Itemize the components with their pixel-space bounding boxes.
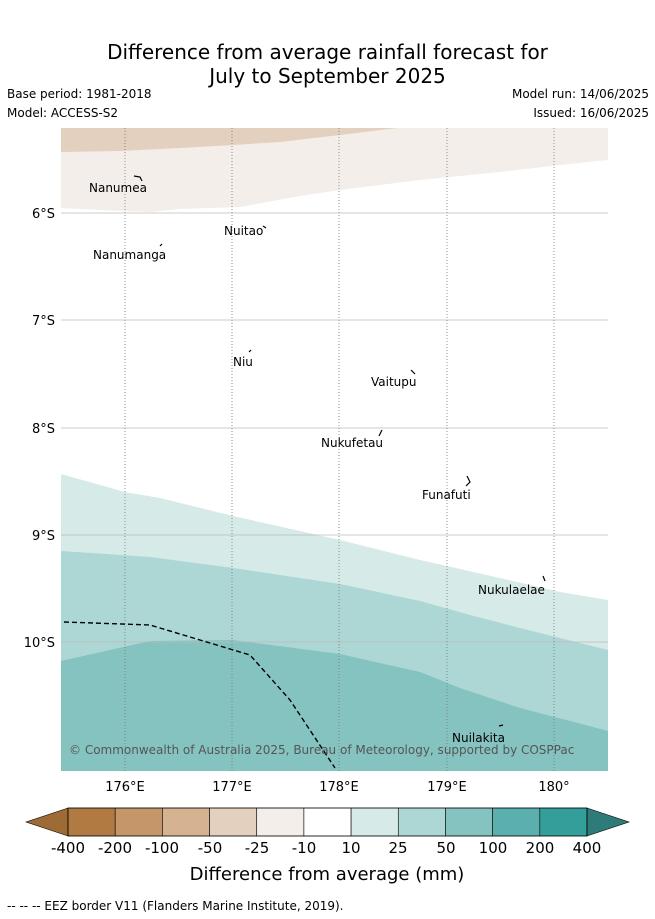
colorbar-cell <box>114 807 163 837</box>
issued-date: Issued: 16/06/2025 <box>533 106 649 120</box>
lon-label: 177°E <box>212 780 252 795</box>
eez-legend-note: -- -- -- EEZ border V11 (Flanders Marine… <box>7 899 344 913</box>
place-label-funafuti: Funafuti <box>422 488 471 502</box>
title-line-1: Difference from average rainfall forecas… <box>107 40 548 64</box>
colorbar-cells <box>67 807 588 837</box>
colorbar-tick: -10 <box>292 839 317 857</box>
colorbar-frame <box>67 807 588 837</box>
lon-label: 176°E <box>105 780 145 795</box>
colorbar-tick: 50 <box>436 839 455 857</box>
colorbar-cell <box>350 807 399 837</box>
latitude-gridlines <box>61 212 608 643</box>
colorbar <box>25 807 630 837</box>
title-line-2: July to September 2025 <box>209 64 446 88</box>
lat-label: 10°S <box>24 636 55 651</box>
place-label-nukufetau: Nukufetau <box>321 436 383 450</box>
colorbar-cell <box>445 807 493 837</box>
place-label-nukulaelae: Nukulaelae <box>478 583 545 597</box>
colorbar-title: Difference from average (mm) <box>190 864 465 885</box>
colorbar-tick-labels: -400 -200 -100 -50 -25 -10 10 25 50 100 … <box>51 839 601 857</box>
colorbar-tick: 200 <box>526 839 555 857</box>
place-label-niu: Niu <box>233 355 253 369</box>
island-marks <box>133 175 546 727</box>
place-label-nuilakita: Nuilakita <box>452 731 505 745</box>
colorbar-cell <box>397 807 446 837</box>
base-period: Base period: 1981-2018 <box>7 87 152 101</box>
colorbar-tick: 25 <box>388 839 407 857</box>
lat-label: 6°S <box>32 207 55 222</box>
colorbar-tick: 400 <box>573 839 602 857</box>
colorbar-tick: -200 <box>98 839 132 857</box>
colorbar-tick: -50 <box>198 839 223 857</box>
place-label-vaitupu: Vaitupu <box>371 375 417 389</box>
band-50-to-100 <box>61 640 608 771</box>
place-label-nanumanga: Nanumanga <box>93 248 166 262</box>
lon-label: 179°E <box>427 780 467 795</box>
colorbar-tick: 100 <box>479 839 508 857</box>
place-labels: Nanumea Nuitao Nanumanga Niu Vaitupu Nuk… <box>89 181 545 745</box>
colorbar-tick: -100 <box>145 839 179 857</box>
colorbar-cell <box>67 807 116 837</box>
lon-label: 178°E <box>319 780 359 795</box>
colorbar-tick: -400 <box>51 839 85 857</box>
colorbar-cell <box>303 807 352 837</box>
colorbar-cell <box>539 807 588 837</box>
lat-label: 8°S <box>32 422 55 437</box>
eez-border-line <box>63 621 336 769</box>
colorbar-cell <box>209 807 258 837</box>
place-label-nanumea: Nanumea <box>89 181 147 195</box>
band-minus-25-to-minus-10 <box>61 128 398 152</box>
colorbar-low-extension <box>25 807 69 837</box>
model-name: Model: ACCESS-S2 <box>7 106 119 120</box>
map-area: Nanumea Nuitao Nanumanga Niu Vaitupu Nuk… <box>61 128 608 771</box>
colorbar-high-extension <box>586 807 630 837</box>
map-title: Difference from average rainfall forecas… <box>0 40 655 88</box>
longitude-axis-labels: 176°E 177°E 178°E 179°E 180° <box>105 780 569 795</box>
longitude-gridlines <box>124 128 555 771</box>
colorbar-cell <box>162 807 210 837</box>
lat-label: 7°S <box>32 314 55 329</box>
colorbar-cell <box>492 807 541 837</box>
lat-label: 9°S <box>32 529 55 544</box>
band-minus-10-to-10 <box>61 128 608 212</box>
colorbar-tick: 10 <box>341 839 360 857</box>
place-label-nuitao: Nuitao <box>224 224 263 238</box>
lon-label: 180° <box>538 780 569 795</box>
model-run: Model run: 14/06/2025 <box>511 87 649 101</box>
copyright-notice: © Commonwealth of Australia 2025, Bureau… <box>69 743 574 757</box>
colorbar-tick: -25 <box>245 839 270 857</box>
latitude-axis-labels: 6°S 7°S 8°S 9°S 10°S <box>24 207 55 651</box>
colorbar-cell <box>256 807 305 837</box>
